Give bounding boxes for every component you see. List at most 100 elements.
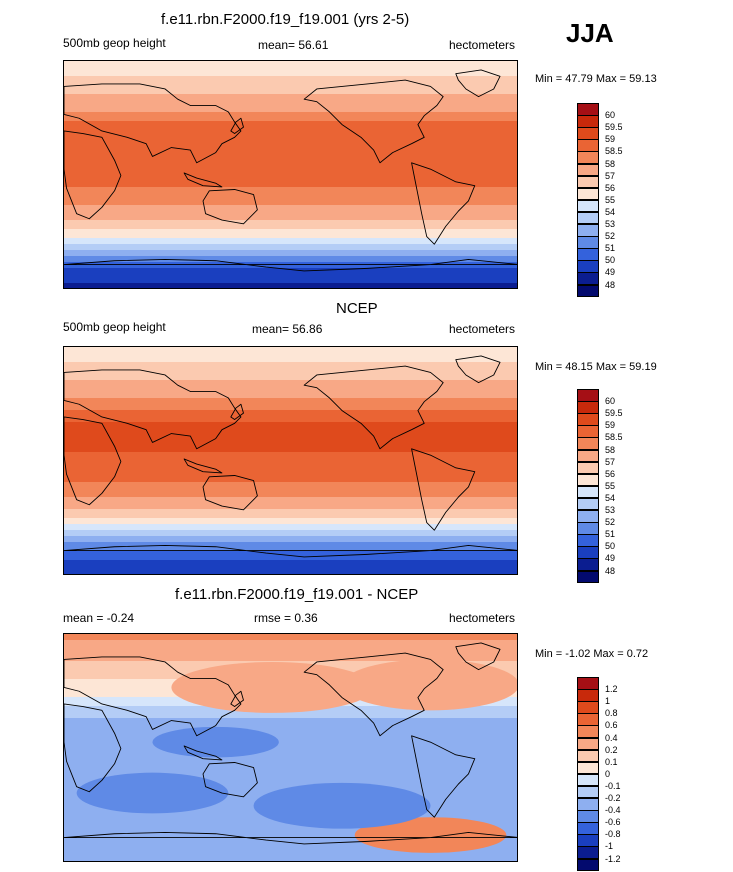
contour-band <box>64 193 517 197</box>
contour-band <box>64 443 517 447</box>
contour-band <box>64 742 517 746</box>
colorbar-swatch <box>577 151 599 164</box>
colorbar-tick-label: 1.2 <box>605 684 618 695</box>
contour-band <box>64 389 517 393</box>
contour-band <box>64 386 517 390</box>
contour-band <box>64 67 517 71</box>
contour-band <box>64 494 517 498</box>
contour-band <box>64 829 517 833</box>
contour-band <box>64 286 517 288</box>
contour-band <box>64 473 517 477</box>
colorbar-swatch <box>577 175 599 189</box>
colorbar-tick-label: 50 <box>605 255 616 266</box>
contour-band <box>64 112 517 116</box>
contour-band <box>64 500 517 504</box>
contour-band <box>64 572 517 574</box>
contour-band <box>64 157 517 161</box>
contour-band <box>64 775 517 779</box>
contour-band <box>64 766 517 770</box>
panel-2-map <box>63 346 518 575</box>
contour-band <box>64 410 517 414</box>
colorbar-tick-label: 60 <box>605 110 616 121</box>
panel-2-mean-label: mean= 56.86 <box>252 322 323 336</box>
contour-band <box>64 73 517 77</box>
contour-band <box>64 479 517 483</box>
colorbar-tick-label: 58.5 <box>605 146 623 157</box>
colorbar-tick-label: -0.6 <box>605 817 621 828</box>
australia-coastline <box>202 762 258 798</box>
colorbar-tick-label: 56 <box>605 468 616 479</box>
contour-band <box>64 853 517 857</box>
colorbar-swatch <box>577 260 599 273</box>
colorbar-swatch <box>577 497 599 511</box>
colorbar-swatch <box>577 187 599 201</box>
colorbar-tick-label: 58 <box>605 444 616 455</box>
contour-band <box>64 247 517 251</box>
colorbar-swatch <box>577 211 599 225</box>
contour-band <box>64 238 517 242</box>
contour-band <box>64 404 517 408</box>
contour-band <box>64 542 517 546</box>
colorbar-swatch <box>577 127 599 140</box>
colorbar-tick-label: 48 <box>605 279 616 290</box>
panel-1-units-label: hectometers <box>449 38 516 52</box>
contour-band <box>64 121 517 125</box>
contour-band <box>64 202 517 206</box>
greenland-coastline <box>455 642 501 671</box>
panel-1-mean-label: mean= 56.61 <box>258 38 329 52</box>
colorbar-swatch <box>577 810 599 823</box>
colorbar-tick-label: 0.4 <box>605 732 618 743</box>
contour-band <box>64 658 517 662</box>
contour-band <box>64 232 517 236</box>
contour-band <box>64 97 517 101</box>
panel-2-field-label: 500mb geop height <box>63 320 166 334</box>
contour-band <box>64 211 517 215</box>
panel-1-map <box>63 60 518 289</box>
contour-band <box>64 503 517 507</box>
contour-band <box>64 109 517 113</box>
contour-band <box>64 649 517 653</box>
north-america-coastline <box>303 652 444 737</box>
contour-band <box>64 506 517 510</box>
antarctica-coastline <box>64 259 517 272</box>
contour-band <box>64 757 517 761</box>
panel-1-title: f.e11.rbn.F2000.f19_f19.001 (yrs 2-5) <box>161 11 410 28</box>
colorbar-swatch <box>577 822 599 835</box>
contour-band <box>64 751 517 755</box>
contour-band <box>64 739 517 743</box>
contour-band <box>64 166 517 170</box>
south-pacific-cold-anomaly <box>253 782 431 829</box>
contour-band <box>64 452 517 456</box>
japan-coastline <box>230 117 244 134</box>
contour-band <box>64 760 517 764</box>
colorbar-tick-label: 50 <box>605 541 616 552</box>
asia-europe-coastline <box>64 369 242 450</box>
contour-band <box>64 383 517 387</box>
contour-band <box>64 422 517 426</box>
contour-band <box>64 133 517 137</box>
contour-band <box>64 172 517 176</box>
contour-band <box>64 365 517 369</box>
contour-band <box>64 733 517 737</box>
contour-band <box>64 235 517 239</box>
colorbar-tick-label: 51 <box>605 529 616 540</box>
contour-band <box>64 130 517 134</box>
contour-band <box>64 187 517 191</box>
colorbar-tick-label: 54 <box>605 206 616 217</box>
contour-band <box>64 169 517 173</box>
contour-band <box>64 181 517 185</box>
contour-band <box>64 208 517 212</box>
colorbar-tick-label: 0.1 <box>605 756 618 767</box>
contour-band <box>64 142 517 146</box>
south-america-coastline <box>411 448 476 531</box>
contour-band <box>64 446 517 450</box>
colorbar-swatch <box>577 224 599 237</box>
indonesia-coastline <box>183 458 223 474</box>
contour-band <box>64 637 517 641</box>
contour-band <box>64 856 517 860</box>
contour-band <box>64 413 517 417</box>
japan-coastline <box>230 690 244 707</box>
contour-band <box>64 178 517 182</box>
contour-band <box>64 509 517 513</box>
contour-band <box>64 488 517 492</box>
